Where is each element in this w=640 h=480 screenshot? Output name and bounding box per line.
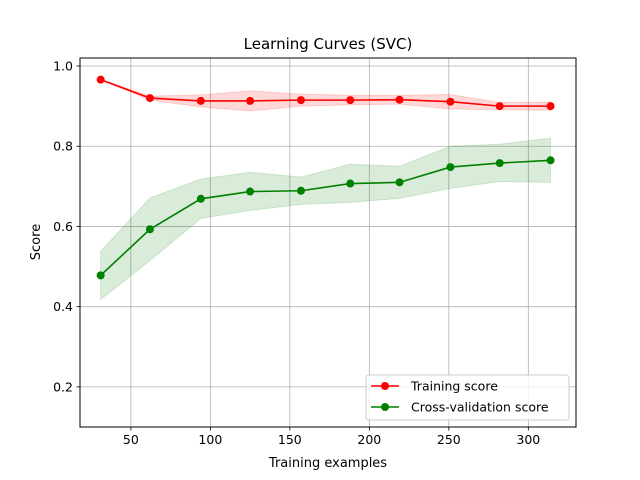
y-tick-label: 0.6 bbox=[53, 219, 73, 234]
cross-validation-point bbox=[296, 186, 305, 195]
cross-validation-point bbox=[145, 225, 154, 234]
training-line bbox=[100, 78, 551, 107]
cross-validation-point bbox=[246, 187, 255, 196]
series-points bbox=[96, 75, 555, 280]
training-point bbox=[246, 96, 255, 105]
x-tick-label: 150 bbox=[278, 432, 302, 447]
y-axis-title: Score bbox=[29, 224, 44, 260]
x-tick-label: 50 bbox=[123, 432, 139, 447]
legend-marker-cross-validation bbox=[381, 403, 389, 411]
y-axis-ticks: 0.2 0.4 0.6 0.8 1.0 bbox=[53, 59, 80, 394]
training-point bbox=[296, 96, 305, 105]
training-point bbox=[145, 94, 154, 103]
x-axis-title: Training examples bbox=[268, 456, 387, 471]
y-tick-label: 1.0 bbox=[53, 59, 73, 74]
series-lines bbox=[100, 78, 551, 276]
cross-validation-point bbox=[196, 194, 205, 203]
cross-validation-point bbox=[446, 163, 455, 172]
training-point bbox=[346, 96, 355, 105]
plot-frame bbox=[79, 57, 577, 428]
legend-marker-training bbox=[381, 382, 389, 390]
training-point bbox=[546, 102, 555, 111]
cross-validation-point bbox=[395, 178, 404, 187]
y-tick-label: 0.4 bbox=[53, 299, 73, 314]
x-tick-label: 200 bbox=[357, 432, 381, 447]
y-tick-label: 0.8 bbox=[53, 139, 73, 154]
legend-label-training: Training score bbox=[410, 379, 498, 394]
cross-validation-band bbox=[100, 137, 552, 301]
y-tick-label: 0.2 bbox=[53, 379, 73, 394]
x-tick-label: 300 bbox=[516, 432, 540, 447]
legend-box bbox=[365, 374, 570, 421]
cross-validation-line bbox=[100, 159, 551, 276]
legend-label-cross-validation: Cross-validation score bbox=[411, 400, 549, 415]
training-point bbox=[446, 97, 455, 106]
cross-validation-point bbox=[96, 271, 105, 280]
training-point bbox=[495, 102, 504, 111]
training-point bbox=[96, 75, 105, 84]
training-point bbox=[395, 95, 404, 104]
confidence-bands bbox=[100, 79, 552, 301]
cross-validation-point bbox=[546, 156, 555, 165]
legend: Training score Cross-validation score bbox=[365, 374, 570, 421]
training-point bbox=[196, 96, 205, 105]
x-axis-ticks: 50 100 150 200 250 300 bbox=[123, 427, 540, 447]
plot-area bbox=[80, 58, 576, 427]
cross-validation-point bbox=[346, 179, 355, 188]
x-tick-label: 250 bbox=[437, 432, 461, 447]
cross-validation-point bbox=[495, 159, 504, 168]
x-tick-label: 100 bbox=[198, 432, 222, 447]
chart-title: Learning Curves (SVC) bbox=[244, 35, 413, 53]
